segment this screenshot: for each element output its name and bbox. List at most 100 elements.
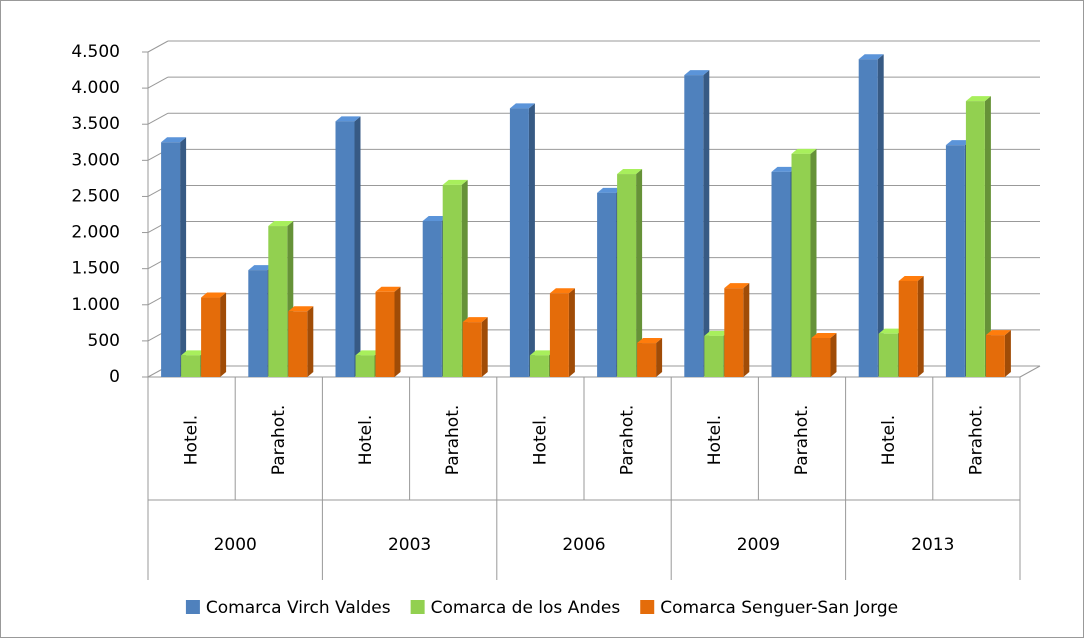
bar-top bbox=[355, 350, 381, 356]
legend-swatch bbox=[640, 600, 655, 614]
bar-side bbox=[481, 317, 488, 377]
bar bbox=[201, 292, 227, 377]
bar bbox=[791, 148, 817, 377]
bar-front bbox=[442, 184, 462, 377]
grid-line bbox=[147, 76, 169, 89]
x-tick-label: Parahot. bbox=[966, 405, 986, 476]
bar-front bbox=[791, 153, 811, 377]
group-label: 2006 bbox=[562, 535, 605, 555]
bar-top bbox=[509, 103, 535, 109]
bar-top bbox=[288, 306, 314, 312]
bar bbox=[724, 283, 750, 377]
bar-front bbox=[549, 293, 569, 377]
bar-top bbox=[248, 265, 274, 271]
bar-front bbox=[985, 335, 1005, 377]
bar-front bbox=[529, 355, 549, 377]
bar-top bbox=[375, 286, 401, 292]
bar-front bbox=[724, 288, 744, 377]
bar-front bbox=[509, 108, 529, 377]
bar-front bbox=[771, 171, 791, 377]
bar-front bbox=[811, 338, 831, 377]
x-tick-label: Parahot. bbox=[792, 405, 812, 476]
x-tick-label: Hotel. bbox=[879, 415, 899, 465]
bar-side bbox=[877, 54, 884, 377]
y-tick-label: 2.000 bbox=[71, 223, 120, 243]
bar bbox=[288, 306, 314, 377]
bar bbox=[375, 286, 401, 377]
bar-front bbox=[268, 226, 288, 377]
grid-line bbox=[147, 40, 169, 53]
bar-front bbox=[288, 311, 308, 377]
bar-front bbox=[965, 101, 985, 377]
bar-top bbox=[637, 338, 663, 344]
bar-side bbox=[636, 169, 643, 377]
y-tick-label: 4.000 bbox=[71, 78, 120, 98]
bar bbox=[335, 116, 361, 377]
x-tick-label: Parahot. bbox=[443, 405, 463, 476]
bar-front bbox=[945, 145, 965, 377]
y-tick-label: 3.000 bbox=[71, 150, 120, 170]
bar-front bbox=[704, 335, 724, 377]
group-label: 2013 bbox=[911, 535, 954, 555]
bar-side bbox=[656, 338, 663, 377]
bar-top bbox=[161, 137, 187, 143]
grid-line bbox=[147, 112, 169, 125]
y-tick-label: 4.500 bbox=[71, 42, 120, 62]
bar-front bbox=[248, 270, 268, 377]
bar-side bbox=[528, 103, 535, 377]
bar-top bbox=[724, 283, 750, 289]
bar-top bbox=[462, 317, 488, 323]
y-tick-label: 3.500 bbox=[71, 114, 120, 134]
x-tick-label: Parahot. bbox=[269, 405, 289, 476]
bar-side bbox=[307, 306, 314, 377]
bar-side bbox=[917, 275, 924, 377]
bar-top bbox=[181, 350, 207, 356]
bar bbox=[637, 338, 663, 377]
bar-top bbox=[617, 169, 643, 175]
bar-top bbox=[811, 333, 837, 338]
x-tick-label: Hotel. bbox=[705, 415, 725, 465]
bar-front bbox=[422, 221, 442, 377]
bar-side bbox=[984, 96, 991, 377]
bar-side bbox=[810, 148, 817, 377]
bar-front bbox=[878, 333, 898, 377]
y-tick-label: 500 bbox=[88, 331, 120, 351]
bar-top bbox=[878, 328, 904, 334]
bar-top bbox=[985, 330, 1011, 336]
y-tick-label: 2.500 bbox=[71, 186, 120, 206]
bar-side bbox=[180, 137, 187, 377]
bar-front bbox=[201, 297, 221, 377]
bar-top bbox=[945, 140, 971, 146]
bar bbox=[811, 333, 837, 377]
x-tick-label: Parahot. bbox=[618, 405, 638, 476]
bar bbox=[462, 317, 488, 377]
y-tick-label: 1.000 bbox=[71, 295, 120, 315]
bar-front bbox=[617, 174, 637, 377]
bar-front bbox=[375, 291, 395, 377]
bar-side bbox=[703, 70, 710, 377]
group-label: 2009 bbox=[737, 535, 780, 555]
group-label: 2000 bbox=[214, 535, 257, 555]
bar-top bbox=[268, 221, 294, 227]
x-tick-label: Hotel. bbox=[530, 415, 550, 465]
floor-edge bbox=[1019, 365, 1041, 378]
x-tick-label: Hotel. bbox=[356, 415, 376, 465]
bar-front bbox=[858, 59, 878, 377]
legend-label: Comarca de los Andes bbox=[431, 598, 621, 618]
bar-top bbox=[771, 166, 797, 172]
bar bbox=[161, 137, 187, 377]
bar-top bbox=[529, 350, 555, 356]
bar-top bbox=[898, 275, 924, 281]
bar-front bbox=[462, 322, 482, 377]
bar-front bbox=[335, 121, 355, 377]
bar bbox=[617, 169, 643, 377]
y-tick-label: 1.500 bbox=[71, 259, 120, 279]
bar-top bbox=[335, 116, 361, 122]
bar-front bbox=[181, 355, 201, 377]
bar-front bbox=[355, 355, 375, 377]
bar-front bbox=[684, 75, 704, 377]
bar bbox=[684, 70, 710, 377]
legend-label: Comarca Virch Valdes bbox=[206, 598, 391, 618]
bar-side bbox=[220, 292, 227, 377]
